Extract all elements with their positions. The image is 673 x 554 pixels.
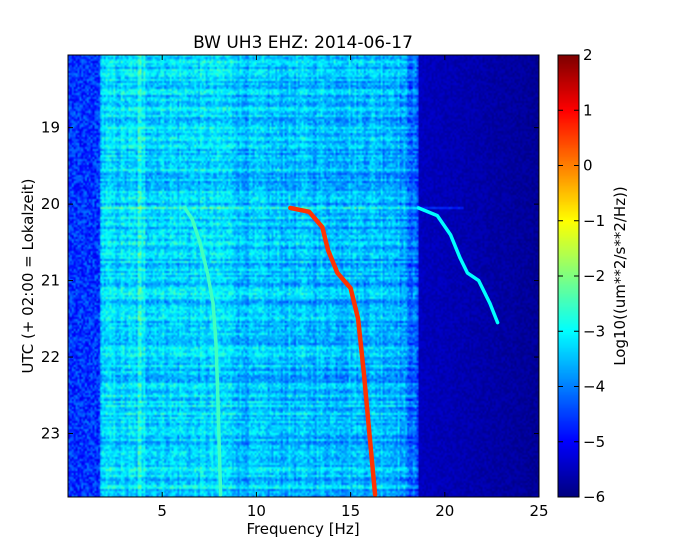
y-axis: 19 20 21 22 23 [41,119,539,443]
x-axis: 5 10 15 20 25 [157,55,549,520]
colorbar-tick-label: −6 [583,488,605,506]
x-tick-label: 25 [529,502,548,520]
colorbar-tick-label: −1 [583,212,605,230]
colorbar-gradient [558,55,579,497]
colorbar: 2 1 0 −1 −2 −3 −4 −5 −6 Log10((um**2/s**2/Hz)) [557,46,629,506]
colorbar-tick-label: −5 [583,433,605,451]
plot-area [67,54,540,498]
colorbar-tick-label: −3 [583,322,605,340]
y-tick-label: 23 [41,425,60,443]
y-tick-label: 20 [41,195,60,213]
colorbar-label: Log10((um**2/s**2/Hz)) [611,186,629,366]
spectrogram-heatmap [68,55,539,497]
spectral-lines [183,205,500,497]
colorbar-tick-label: −2 [583,267,605,285]
spectral-line [288,205,378,497]
x-tick-label: 20 [435,502,454,520]
y-tick-label: 22 [41,348,60,366]
spectral-line [183,206,223,497]
x-tick-label: 15 [341,502,360,520]
plot-frame [67,54,540,498]
colorbar-tick-label: 0 [583,157,593,175]
colorbar-ticks: 2 1 0 −1 −2 −3 −4 −5 −6 [558,46,605,506]
spectral-line [416,206,500,325]
chart-title: BW UH3 EHZ: 2014-06-17 [193,33,413,53]
y-axis-label: UTC (+ 02:00 = Lokalzeit) [19,178,37,373]
x-tick-label: 5 [157,502,167,520]
colorbar-tick-label: 1 [583,101,593,119]
y-tick-label: 19 [41,119,60,137]
x-tick-label: 10 [247,502,266,520]
colorbar-tick-label: 2 [583,46,593,64]
y-tick-label: 21 [41,272,60,290]
colorbar-tick-label: −4 [583,378,605,396]
x-axis-label: Frequency [Hz] [246,520,359,538]
